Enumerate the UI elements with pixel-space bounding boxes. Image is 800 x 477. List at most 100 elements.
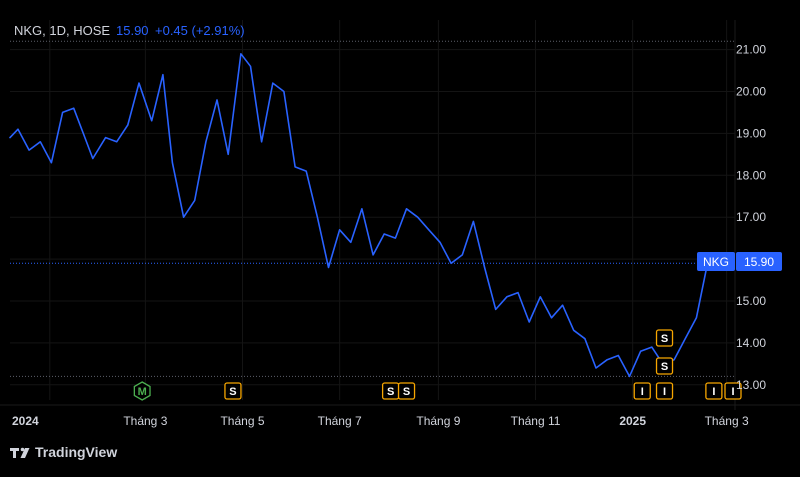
y-tick-label: 19.00 [736,126,766,140]
tradingview-logo-icon [10,447,30,458]
x-tick-label: 2025 [619,414,646,428]
price-point[interactable] [17,128,19,130]
price-point[interactable] [606,359,608,361]
price-axis[interactable]: 13.0014.0015.0016.0017.0018.0019.0020.00… [736,43,766,392]
price-point[interactable] [261,141,263,143]
series-layer[interactable] [9,52,731,378]
price-point[interactable] [9,137,11,139]
price-point[interactable] [350,242,352,244]
grid-layer [0,20,800,410]
price-point[interactable] [305,170,307,172]
event-marker-label: S [661,333,668,345]
last-price: 15.90 [116,23,149,38]
price-point[interactable] [151,120,153,122]
price-point[interactable] [428,229,430,231]
event-marker-label: I [663,386,666,398]
event-marker-s[interactable]: S [397,382,416,400]
price-point[interactable] [551,317,553,319]
tradingview-logo[interactable]: TradingView [10,444,117,460]
price-change: +0.45 (+2.91%) [155,23,245,38]
event-marker-s[interactable]: S [381,382,400,400]
x-tick-label: Tháng 5 [220,414,264,428]
price-point[interactable] [562,304,564,306]
time-axis[interactable]: 2024 Tháng 3 Tháng 5 Tháng 7 Tháng 9 Tháng 11… [12,414,749,428]
price-point[interactable] [227,154,229,156]
price-point[interactable] [361,208,363,210]
y-tick-label: 14.00 [736,336,766,350]
price-point[interactable] [540,296,542,298]
price-point[interactable] [183,216,185,218]
event-marker-shape [224,382,242,400]
price-point[interactable] [272,82,274,84]
price-point[interactable] [684,338,686,340]
price-point[interactable] [651,346,653,348]
price-point[interactable] [696,317,698,319]
price-point[interactable] [105,137,107,139]
event-marker-i[interactable]: I [705,382,723,400]
price-point[interactable] [406,208,408,210]
price-point[interactable] [383,233,385,235]
x-tick-label: Tháng 11 [511,414,561,428]
price-point[interactable] [194,200,196,202]
price-point[interactable] [294,166,296,168]
event-marker-s[interactable]: S [655,357,674,375]
price-point[interactable] [138,82,140,84]
price-point[interactable] [92,158,94,160]
price-point[interactable] [395,237,397,239]
price-point[interactable] [127,124,129,126]
price-point[interactable] [640,350,642,352]
price-point[interactable] [240,53,242,55]
price-point[interactable] [439,242,441,244]
price-point[interactable] [82,133,84,135]
event-marker-label: M [138,386,147,398]
price-point[interactable] [73,107,75,109]
x-tick-label: Tháng 9 [416,414,460,428]
price-point[interactable] [461,254,463,256]
price-point[interactable] [595,367,597,369]
price-point[interactable] [484,267,486,269]
x-tick-label: Tháng 3 [123,414,167,428]
price-point[interactable] [39,141,41,143]
price-point[interactable] [528,321,530,323]
price-point[interactable] [417,216,419,218]
price-point[interactable] [283,91,285,93]
event-marker-i[interactable]: I [724,382,742,400]
price-point[interactable] [473,221,475,223]
price-tag: NKG 15.90 [697,252,782,271]
price-point[interactable] [339,229,341,231]
event-marker-m[interactable]: M [133,381,151,401]
price-tag-symbol-bg [697,252,735,271]
price-point[interactable] [116,141,118,143]
price-point[interactable] [629,376,631,378]
event-marker-label: I [641,386,644,398]
price-point[interactable] [51,162,53,164]
price-point[interactable] [317,216,319,218]
price-point[interactable] [28,149,30,151]
event-marker-i[interactable]: I [633,382,651,400]
price-point[interactable] [216,99,218,101]
price-point[interactable] [62,112,64,114]
price-point[interactable] [584,338,586,340]
price-point[interactable] [250,66,252,68]
price-series-line[interactable] [9,52,731,378]
price-point[interactable] [673,359,675,361]
event-marker-s[interactable]: S [224,382,242,400]
y-tick-label: 21.00 [736,43,766,57]
price-point[interactable] [172,162,174,164]
price-point[interactable] [495,309,497,311]
price-point[interactable] [328,267,330,269]
price-point[interactable] [372,254,374,256]
price-point[interactable] [618,355,620,357]
price-point[interactable] [450,262,452,264]
event-marker-shape [705,382,723,400]
event-marker-i[interactable]: I [655,382,674,400]
price-point[interactable] [205,141,207,143]
price-point[interactable] [506,296,508,298]
price-point[interactable] [517,292,519,294]
event-marker-s[interactable]: S [655,329,674,347]
price-point[interactable] [162,74,164,76]
event-marker-shape [133,381,151,401]
price-point[interactable] [573,330,575,332]
